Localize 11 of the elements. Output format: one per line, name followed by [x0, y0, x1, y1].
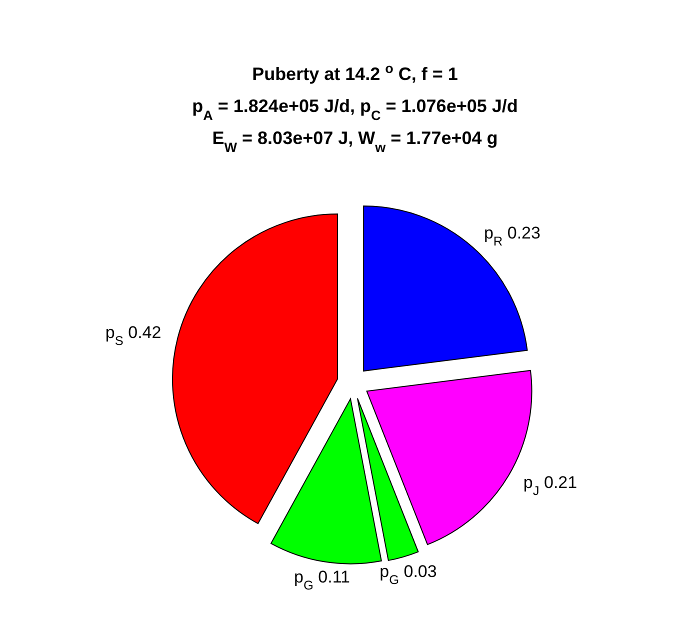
slice-label: p$_{G}$: [294, 568, 314, 592]
slice-label: p$_{R}$: [484, 224, 503, 248]
data-label: 0.23: [507, 224, 540, 243]
data-label: 0.03: [404, 562, 437, 582]
slice-label: p$_{G}$: [380, 562, 400, 588]
data-label: 0.21: [544, 473, 578, 492]
chart-title: Puberty at 14.2 $^{o}$C, f = 1 p$_{A}$ = 1.824e+05 J/d, p$_{C}$ = 1.076e+05 J/d E$_{W}$ = 8.03e+07 J, W$_{w}$ = 1.77e+04 g: [192, 60, 518, 154]
slice-label: p$_{S}$: [105, 323, 124, 348]
slice-label: p$_{J}$: [523, 473, 540, 498]
data-label: 0.42: [128, 323, 162, 342]
data-label: 0.11: [318, 568, 350, 588]
